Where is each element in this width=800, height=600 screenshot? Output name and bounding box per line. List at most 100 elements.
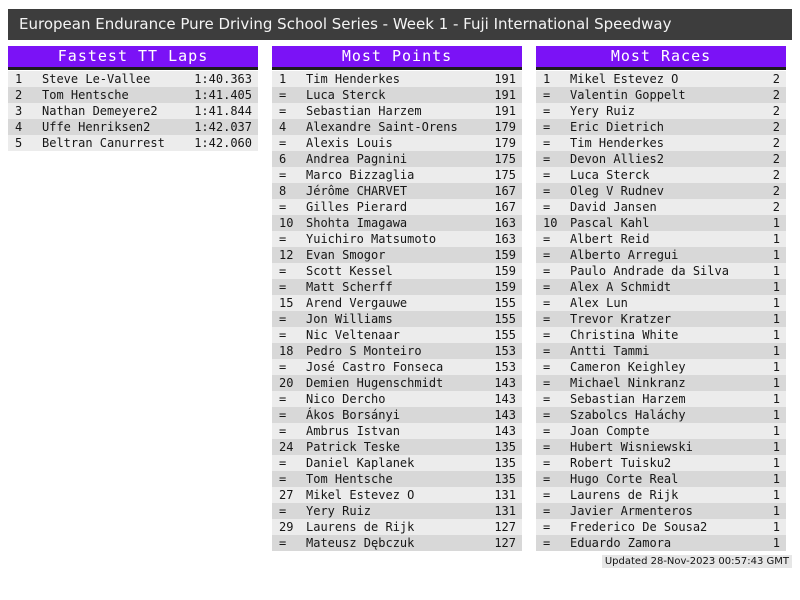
table-row: = Luca Sterck 191 xyxy=(272,87,522,103)
rank-cell: 3 xyxy=(15,104,23,118)
value-cell: 1 xyxy=(772,472,780,486)
value-cell: 1:40.363 xyxy=(194,72,252,86)
value-cell: 1 xyxy=(772,488,780,502)
driver-name-cell: Antti Tammi xyxy=(570,344,650,358)
driver-name-cell: Scott Kessel xyxy=(306,264,393,278)
table-row: = Szabolcs Haláchy 1 xyxy=(536,407,786,423)
driver-name-cell: Daniel Kaplanek xyxy=(306,456,415,470)
value-cell: 163 xyxy=(494,232,516,246)
value-cell: 1 xyxy=(772,328,780,342)
driver-name-cell: Nico Dercho xyxy=(306,392,386,406)
value-cell: 1 xyxy=(772,520,780,534)
rank-cell: = xyxy=(279,232,287,246)
rank-cell: 29 xyxy=(279,520,294,534)
value-cell: 1 xyxy=(772,408,780,422)
rank-cell: = xyxy=(543,440,551,454)
driver-name-cell: Hugo Corte Real xyxy=(570,472,679,486)
value-cell: 135 xyxy=(494,472,516,486)
table-row: = Trevor Kratzer 1 xyxy=(536,311,786,327)
table-row: 24 Patrick Teske 135 xyxy=(272,439,522,455)
table-row: = Tim Henderkes 2 xyxy=(536,135,786,151)
value-cell: 2 xyxy=(772,104,780,118)
value-cell: 2 xyxy=(772,72,780,86)
table-row: = Paulo Andrade da Silva 1 xyxy=(536,263,786,279)
table-row: 27 Mikel Estevez O 131 xyxy=(272,487,522,503)
value-cell: 153 xyxy=(494,344,516,358)
table-row: = Frederico De Sousa2 1 xyxy=(536,519,786,535)
rank-cell: = xyxy=(543,392,551,406)
driver-name-cell: Mikel Estevez O xyxy=(306,488,415,502)
table-row: = Devon Allies2 2 xyxy=(536,151,786,167)
driver-name-cell: Nathan Demeyere2 xyxy=(42,104,158,118)
rank-cell: 4 xyxy=(279,120,287,134)
driver-name-cell: Alexandre Saint-Orens xyxy=(306,120,458,134)
value-cell: 2 xyxy=(772,168,780,182)
driver-name-cell: Ambrus Istvan xyxy=(306,424,400,438)
page-title: European Endurance Pure Driving School S… xyxy=(8,9,792,40)
value-cell: 2 xyxy=(772,184,780,198)
table-row: = Marco Bizzaglia 175 xyxy=(272,167,522,183)
rank-cell: 20 xyxy=(279,376,294,390)
rank-cell: = xyxy=(543,488,551,502)
value-cell: 1 xyxy=(772,232,780,246)
value-cell: 1:42.060 xyxy=(194,136,252,150)
value-cell: 2 xyxy=(772,88,780,102)
rank-cell: = xyxy=(279,104,287,118)
rank-cell: 15 xyxy=(279,296,294,310)
table-row: = Yery Ruiz 131 xyxy=(272,503,522,519)
table-row: = Alberto Arregui 1 xyxy=(536,247,786,263)
value-cell: 191 xyxy=(494,72,516,86)
rank-cell: 1 xyxy=(543,72,551,86)
rank-cell: = xyxy=(543,120,551,134)
table-row: 20 Demien Hugenschmidt 143 xyxy=(272,375,522,391)
driver-name-cell: Andrea Pagnini xyxy=(306,152,408,166)
rank-cell: 1 xyxy=(15,72,23,86)
rank-cell: = xyxy=(279,456,287,470)
driver-name-cell: Cameron Keighley xyxy=(570,360,686,374)
rank-cell: = xyxy=(543,248,551,262)
driver-name-cell: Matt Scherff xyxy=(306,280,393,294)
table-row: = Eduardo Zamora 1 xyxy=(536,535,786,551)
value-cell: 1 xyxy=(772,392,780,406)
table-row: = Christina White 1 xyxy=(536,327,786,343)
table-row: = Gilles Pierard 167 xyxy=(272,199,522,215)
rank-cell: = xyxy=(279,360,287,374)
value-cell: 131 xyxy=(494,488,516,502)
value-cell: 1 xyxy=(772,424,780,438)
rank-cell: 5 xyxy=(15,136,23,150)
table-row: = Ákos Borsányi 143 xyxy=(272,407,522,423)
value-cell: 159 xyxy=(494,280,516,294)
table-row: = Joan Compte 1 xyxy=(536,423,786,439)
rank-cell: = xyxy=(543,168,551,182)
table-row: 1 Tim Henderkes 191 xyxy=(272,71,522,87)
rank-cell: = xyxy=(279,200,287,214)
table-row: = Yuichiro Matsumoto 163 xyxy=(272,231,522,247)
table-row: = Hugo Corte Real 1 xyxy=(536,471,786,487)
table-row: 10 Pascal Kahl 1 xyxy=(536,215,786,231)
driver-name-cell: Gilles Pierard xyxy=(306,200,408,214)
table-body: 1 Steve Le-Vallee 1:40.363 2 Tom Hentsche 1:4… xyxy=(8,71,258,151)
value-cell: 167 xyxy=(494,184,516,198)
value-cell: 175 xyxy=(494,168,516,182)
driver-name-cell: Alex A Schmidt xyxy=(570,280,672,294)
value-cell: 1:41.844 xyxy=(194,104,252,118)
driver-name-cell: Laurens de Rijk xyxy=(306,520,415,534)
value-cell: 1 xyxy=(772,296,780,310)
value-cell: 159 xyxy=(494,248,516,262)
driver-name-cell: Szabolcs Haláchy xyxy=(570,408,686,422)
driver-name-cell: Tom Hentsche xyxy=(42,88,129,102)
driver-name-cell: Alexis Louis xyxy=(306,136,393,150)
table-row: = Laurens de Rijk 1 xyxy=(536,487,786,503)
value-cell: 127 xyxy=(494,536,516,550)
table-row: 1 Steve Le-Vallee 1:40.363 xyxy=(8,71,258,87)
table-row: 4 Alexandre Saint-Orens 179 xyxy=(272,119,522,135)
driver-name-cell: Alberto Arregui xyxy=(570,248,679,262)
table-row: = Valentin Goppelt 2 xyxy=(536,87,786,103)
value-cell: 1 xyxy=(772,280,780,294)
table-most-points: Most Points 1 Tim Henderkes 191 = Luca Sterc… xyxy=(272,46,522,551)
driver-name-cell: Tim Henderkes xyxy=(306,72,400,86)
rank-cell: = xyxy=(279,88,287,102)
table-row: 29 Laurens de Rijk 127 xyxy=(272,519,522,535)
driver-name-cell: Sebastian Harzem xyxy=(306,104,422,118)
table-row: = Alexis Louis 179 xyxy=(272,135,522,151)
